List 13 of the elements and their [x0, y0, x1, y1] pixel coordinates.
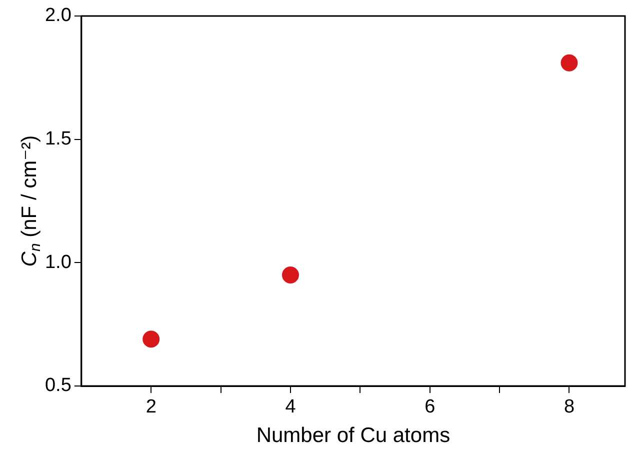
- y-tick-label: 1.5: [44, 128, 72, 150]
- y-axis-title: Cn (nF / cm⁻²): [18, 135, 44, 267]
- x-axis-title: Number of Cu atoms: [256, 424, 450, 448]
- x-tick-label: 4: [285, 396, 296, 418]
- y-tick-label: 0.5: [44, 375, 72, 396]
- x-tick-label: 2: [146, 396, 156, 418]
- point: [282, 266, 299, 284]
- x-tick-label: 8: [564, 396, 575, 418]
- y-tick-label: 1.0: [44, 252, 72, 273]
- point: [142, 330, 160, 348]
- y-tick-label: 2.0: [44, 5, 72, 26]
- x-tick-label: 6: [424, 396, 436, 418]
- point: [560, 54, 578, 72]
